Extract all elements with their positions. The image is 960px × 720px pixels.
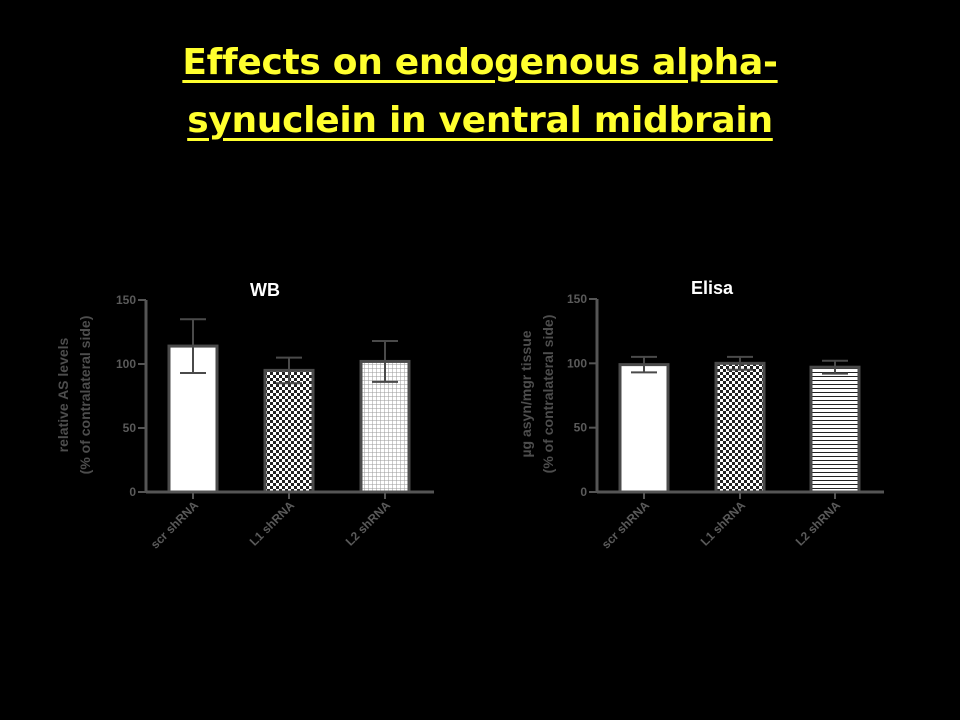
bar: [809, 365, 861, 494]
y-tick-label: 50: [574, 421, 588, 435]
y-tick-label: 150: [567, 292, 587, 306]
y-tick-label: 150: [116, 293, 136, 307]
y-axis-label-line-1: µg asyn/mgr tissue: [518, 330, 534, 457]
chart-title: Elisa: [691, 278, 734, 298]
y-axis-label: relative AS levels (% of contralateral s…: [55, 316, 93, 475]
bar: [263, 368, 315, 494]
x-tick-label: L1 shRNA: [698, 498, 749, 549]
y-axis-label-line-1: relative AS levels: [55, 337, 71, 452]
chart-elisa: Elisa µg asyn/mgr tissue (% of contralat…: [518, 278, 884, 552]
chart-wb: WB relative AS levels (% of contralatera…: [55, 280, 434, 552]
x-tick-label: scr shRNA: [148, 498, 202, 552]
y-tick-label: 0: [129, 485, 136, 499]
bar: [714, 361, 766, 494]
chart-title: WB: [250, 280, 280, 300]
y-tick-label: 100: [567, 356, 587, 370]
x-tick-label: scr shRNA: [599, 498, 653, 552]
y-tick-label: 50: [123, 421, 137, 435]
slide-title-line-1: Effects on endogenous alpha-: [182, 42, 778, 83]
x-tick-label: L2 shRNA: [343, 498, 394, 549]
slide-title-line-2: synuclein in ventral midbrain: [187, 100, 773, 141]
plot-area: 0 50 100 150 scr shRNA L1 shRNA L2 shRNA: [567, 292, 884, 552]
bar: [618, 363, 670, 494]
y-axis-label-line-2: (% of contralateral side): [540, 315, 556, 474]
plot-area: 0 50 100 150 scr shRNA L1 shRNA L2 shRNA: [116, 293, 434, 552]
x-tick-label: L2 shRNA: [793, 498, 844, 549]
y-tick-label: 100: [116, 357, 136, 371]
slide-title: Effects on endogenous alpha- synuclein i…: [0, 34, 960, 150]
x-tick-label: L1 shRNA: [247, 498, 298, 549]
y-axis-label: µg asyn/mgr tissue (% of contralateral s…: [518, 315, 556, 474]
y-tick-label: 0: [580, 485, 587, 499]
y-axis-label-line-2: (% of contralateral side): [77, 316, 93, 475]
